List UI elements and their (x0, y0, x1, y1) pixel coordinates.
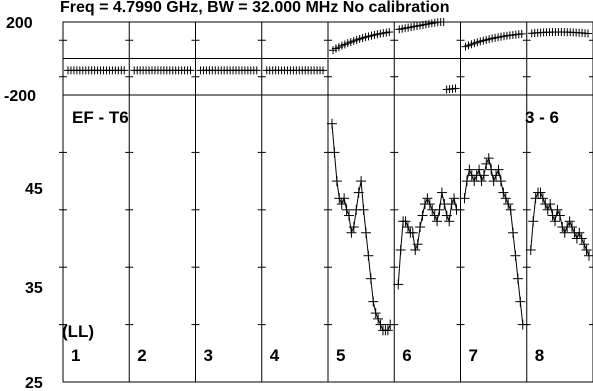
polarization-label: (LL) (62, 322, 94, 341)
subplot-label: 3 - 6 (525, 108, 559, 127)
amp-tick-label-35: 35 (25, 280, 43, 297)
panel-labels: 1 2 3 4 5 6 7 8 (71, 346, 544, 365)
phase-point (319, 66, 327, 75)
amp-trace (397, 192, 457, 285)
chart-title: Freq = 4.7990 GHz, BW = 32.000 MHz No ca… (60, 0, 449, 16)
panel-label: 4 (270, 346, 280, 365)
panel-label: 1 (71, 346, 80, 365)
panel-label: 5 (336, 346, 345, 365)
baseline-label: EF - T6 (72, 108, 129, 127)
amp-trace (464, 156, 524, 325)
phase-points (64, 18, 592, 94)
panel-label: 3 (204, 346, 213, 365)
amp-panel-frame (59, 94, 593, 383)
panel-label: 6 (402, 346, 411, 365)
phase-tick-label-bottom: -200 (4, 88, 36, 105)
amp-tick-label-45: 45 (25, 181, 43, 198)
phase-point (385, 28, 394, 37)
panel-label: 2 (137, 346, 146, 365)
phase-point (186, 66, 195, 75)
phase-point (517, 29, 526, 38)
amp-point (584, 250, 593, 261)
phase-point (252, 66, 261, 75)
amp-tick-label-25: 25 (25, 375, 43, 391)
phase-point (451, 84, 460, 93)
phase-tick-label-top: 200 (6, 15, 33, 32)
amp-trace (530, 192, 590, 256)
panel-label: 7 (469, 346, 478, 365)
phase-point (584, 29, 592, 38)
amp-trace (331, 123, 391, 331)
phase-point (439, 18, 448, 26)
amp-lines (331, 123, 590, 331)
panel-label: 8 (535, 346, 544, 365)
phase-point (120, 66, 129, 75)
